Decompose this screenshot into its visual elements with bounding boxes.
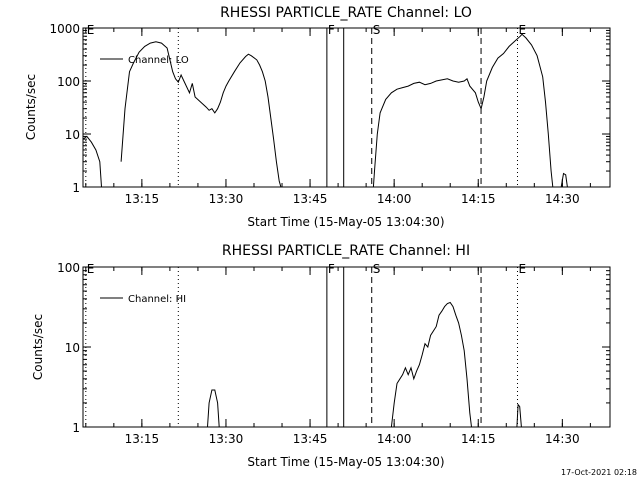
hi-x-tick-label: 14:15 <box>461 432 496 446</box>
hi-event-marker-label: E <box>518 262 526 276</box>
lo-channel-panel: RHESSI PARTICLE_RATE Channel: LO Counts/… <box>24 5 611 229</box>
hi-series-line <box>390 301 472 428</box>
lo-x-tick-label: 13:30 <box>209 192 244 206</box>
hi-x-tick-label: 13:45 <box>293 432 328 446</box>
hi-legend-label: Channel: HI <box>128 294 186 305</box>
lo-legend-label: Channel: LO <box>128 55 189 66</box>
hi-x-tick-label: 13:15 <box>125 432 160 446</box>
lo-series-line <box>560 172 568 188</box>
lo-x-tick-label: 14:15 <box>461 192 496 206</box>
hi-channel-panel: RHESSI PARTICLE_RATE Channel: HI Counts/… <box>31 243 611 469</box>
lo-y-tick-label: 100 <box>57 75 80 89</box>
lo-chart-title: RHESSI PARTICLE_RATE Channel: LO <box>220 5 472 21</box>
footer-timestamp: 17-Oct-2021 02:18 <box>561 468 637 477</box>
hi-y-tick-label: 100 <box>57 261 80 275</box>
lo-event-marker-label: E <box>518 23 526 37</box>
hi-plot-marks: 1 10 100 13:15 13:30 13:45 14:00 14:15 14:30 E F S E… <box>57 261 611 446</box>
lo-plot-marks: 1 10 100 1000 13:15 13:30 13:45 14:00 14:15 14:30… <box>49 22 611 206</box>
hi-x-tick-label: 14:30 <box>545 432 580 446</box>
lo-x-tick-label: 13:45 <box>293 192 328 206</box>
hi-series-line <box>207 389 220 428</box>
hi-x-tick-label: 14:00 <box>377 432 412 446</box>
hi-y-tick-label: 1 <box>72 421 80 435</box>
hi-x-axis-label: Start Time (15-May-05 13:04:30) <box>247 455 444 469</box>
hi-event-marker-label: S <box>373 262 381 276</box>
lo-y-tick-label: 1 <box>72 181 80 195</box>
hi-x-tick-label: 13:30 <box>209 432 244 446</box>
lo-y-tick-label: 1000 <box>49 22 80 36</box>
hi-y-tick-label: 10 <box>65 341 80 355</box>
lo-event-marker-label: S <box>373 23 381 37</box>
hi-event-marker-label: E <box>87 262 95 276</box>
lo-x-tick-label: 13:15 <box>125 192 160 206</box>
lo-series-line <box>82 135 102 188</box>
hi-series-line <box>516 403 522 428</box>
lo-event-marker-label: F <box>328 23 335 37</box>
hi-event-marker-label: F <box>328 262 335 276</box>
lo-x-tick-label: 14:30 <box>545 192 580 206</box>
lo-x-tick-label: 14:00 <box>377 192 412 206</box>
lo-series-line <box>372 33 554 188</box>
lo-plot-frame <box>82 27 611 188</box>
lo-y-tick-label: 10 <box>65 128 80 142</box>
lo-series-line <box>120 41 282 188</box>
lo-y-axis-label: Counts/sec <box>24 74 38 140</box>
hi-chart-title: RHESSI PARTICLE_RATE Channel: HI <box>222 243 470 259</box>
hi-y-axis-label: Counts/sec <box>31 314 45 380</box>
lo-event-marker-label: E <box>87 23 95 37</box>
lo-x-axis-label: Start Time (15-May-05 13:04:30) <box>247 215 444 229</box>
